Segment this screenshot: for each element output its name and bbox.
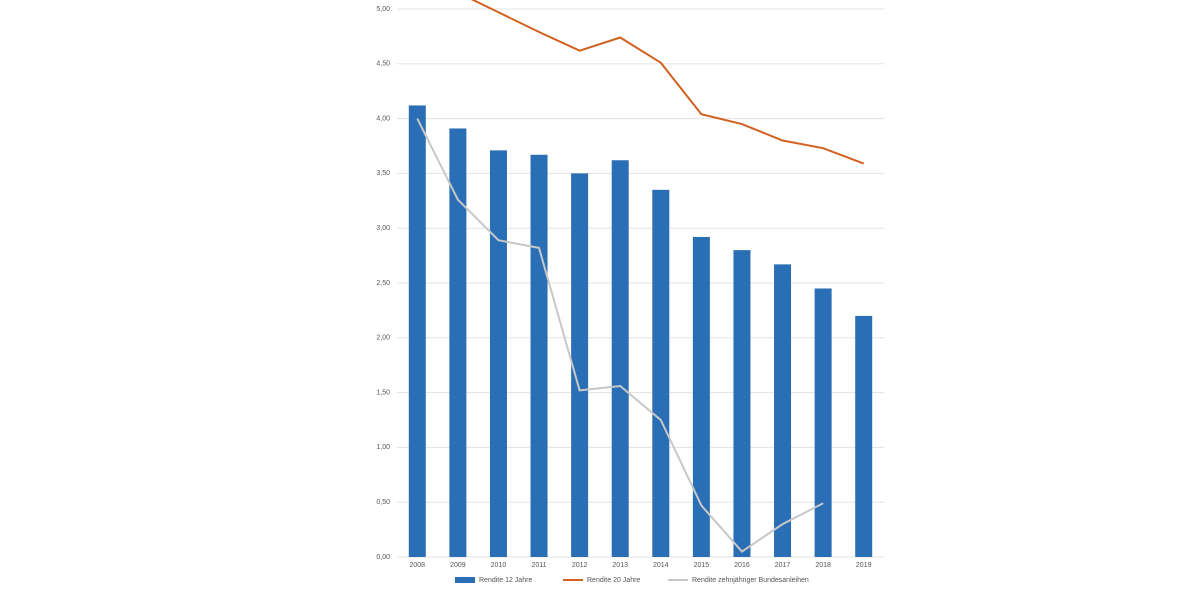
x-tick-label: 2013 — [612, 562, 628, 569]
x-tick-label: 2010 — [491, 562, 507, 569]
legend-swatch — [455, 577, 475, 583]
x-tick-label: 2008 — [410, 562, 426, 569]
bar — [692, 236, 710, 557]
bar — [611, 160, 629, 558]
plot-area — [408, 0, 873, 558]
y-tick-label: 5,00 — [376, 6, 390, 13]
y-tick-label: 2,50 — [376, 280, 390, 287]
x-tick-label: 2016 — [734, 562, 750, 569]
x-tick-label: 2018 — [815, 562, 831, 569]
x-tick-label: 2012 — [572, 562, 588, 569]
y-tick-label: 4,50 — [376, 61, 390, 68]
y-tick-label: 3,50 — [376, 170, 390, 177]
y-tick-label: 2,00 — [376, 335, 390, 342]
legend-label: Rendite 12 Jahre — [479, 577, 532, 584]
legend-label: Rendite 20 Jahre — [587, 577, 640, 584]
line — [470, 0, 865, 165]
bar — [571, 173, 589, 557]
y-tick-label: 0,50 — [376, 499, 390, 506]
legend-label: Rendite zehnjähriger Bundesanleihen — [692, 577, 809, 584]
x-tick-label: 2011 — [532, 562, 547, 569]
y-tick-label: 4,00 — [376, 115, 390, 122]
x-tick-label: 2017 — [775, 562, 791, 569]
bar — [733, 250, 751, 557]
bar — [449, 128, 467, 558]
bar — [530, 154, 548, 557]
x-tick-label: 2015 — [694, 562, 710, 569]
bar — [652, 189, 670, 557]
bar — [408, 105, 426, 557]
bar — [774, 264, 792, 557]
bar — [489, 150, 507, 557]
x-tick-label: 2019 — [856, 562, 872, 569]
bar — [814, 288, 832, 557]
y-tick-label: 1,00 — [376, 444, 390, 451]
y-tick-label: 3,00 — [376, 225, 390, 232]
x-tick-label: 2009 — [450, 562, 466, 569]
x-tick-label: 2014 — [653, 562, 669, 569]
y-tick-label: 0,00 — [376, 554, 390, 561]
y-tick-label: 1,50 — [376, 389, 390, 396]
line — [416, 118, 824, 553]
bar — [855, 315, 873, 557]
